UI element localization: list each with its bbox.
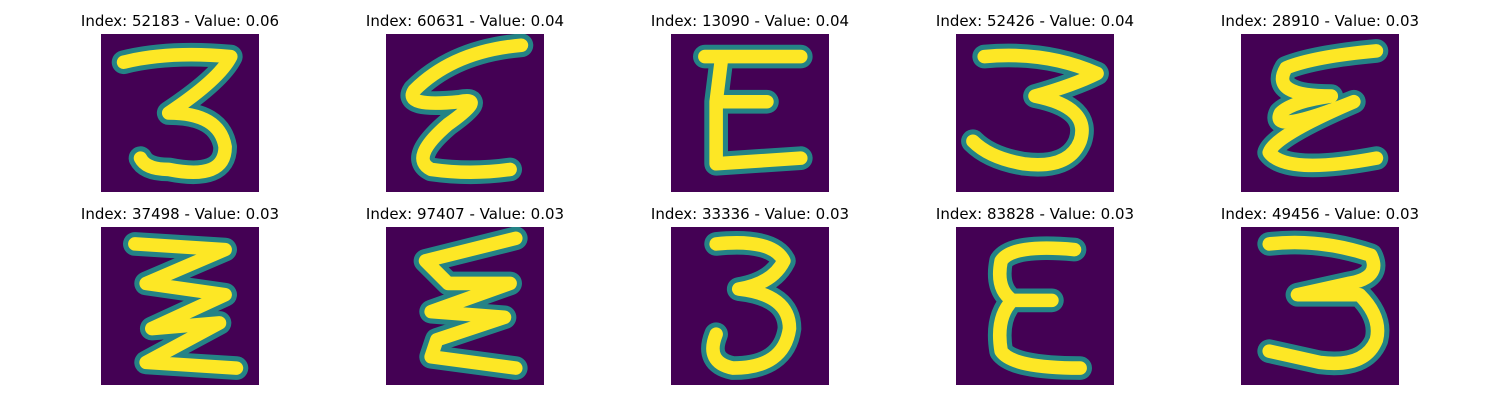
grid-panel-10: Index: 49456 - Value: 0.03	[1210, 205, 1430, 390]
panel-title: Index: 13090 - Value: 0.04	[640, 12, 860, 30]
panel-title: Index: 49456 - Value: 0.03	[1210, 205, 1430, 223]
digit-image	[101, 227, 259, 385]
panel-title: Index: 28910 - Value: 0.03	[1210, 12, 1430, 30]
grid-panel-9: Index: 83828 - Value: 0.03	[925, 205, 1145, 390]
digit-image	[956, 227, 1114, 385]
panel-title: Index: 83828 - Value: 0.03	[925, 205, 1145, 223]
panel-title: Index: 52183 - Value: 0.06	[70, 12, 290, 30]
panel-title: Index: 52426 - Value: 0.04	[925, 12, 1145, 30]
digit-image	[1241, 34, 1399, 192]
grid-panel-7: Index: 97407 - Value: 0.03	[355, 205, 575, 390]
digit-image	[671, 227, 829, 385]
grid-panel-5: Index: 28910 - Value: 0.03	[1210, 12, 1430, 197]
digit-image	[101, 34, 259, 192]
panel-title: Index: 60631 - Value: 0.04	[355, 12, 575, 30]
panel-title: Index: 97407 - Value: 0.03	[355, 205, 575, 223]
digit-image	[956, 34, 1114, 192]
grid-panel-2: Index: 60631 - Value: 0.04	[355, 12, 575, 197]
grid-panel-8: Index: 33336 - Value: 0.03	[640, 205, 860, 390]
panel-title: Index: 33336 - Value: 0.03	[640, 205, 860, 223]
panel-title: Index: 37498 - Value: 0.03	[70, 205, 290, 223]
digit-image	[386, 34, 544, 192]
grid-panel-6: Index: 37498 - Value: 0.03	[70, 205, 290, 390]
grid-panel-3: Index: 13090 - Value: 0.04	[640, 12, 860, 197]
grid-panel-1: Index: 52183 - Value: 0.06	[70, 12, 290, 197]
digit-image	[671, 34, 829, 192]
digit-image	[386, 227, 544, 385]
digit-image	[1241, 227, 1399, 385]
grid-panel-4: Index: 52426 - Value: 0.04	[925, 12, 1145, 197]
